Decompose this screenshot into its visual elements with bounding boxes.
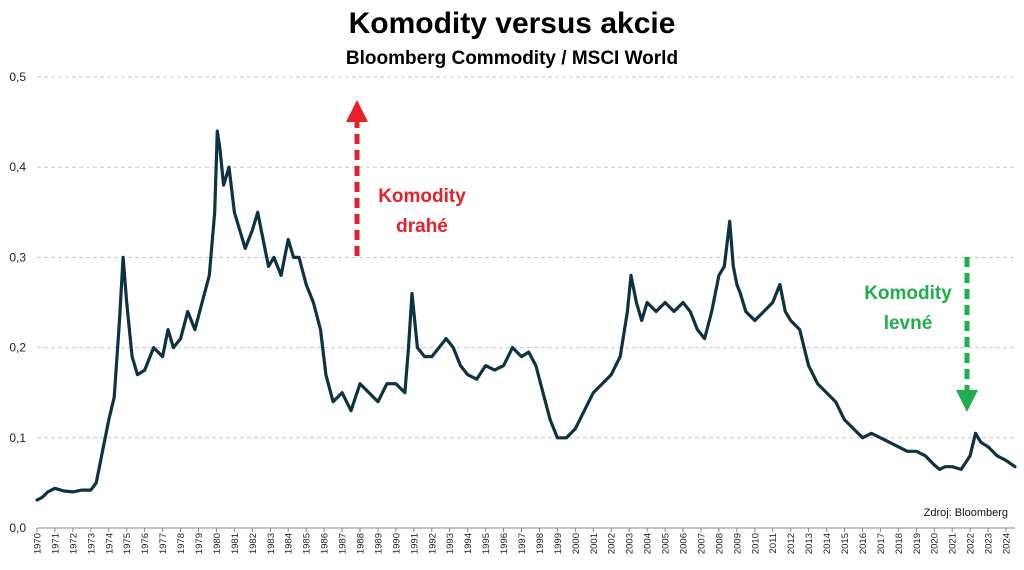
- x-tick-label: 1983: [266, 533, 277, 554]
- x-tick-label: 1994: [463, 533, 474, 554]
- x-tick-label: 1990: [391, 533, 402, 554]
- x-tick-label: 1977: [158, 533, 169, 554]
- x-tick-label: 2010: [750, 533, 761, 554]
- annotation-cheap-line2: levné: [884, 313, 933, 334]
- x-tick-label: 2011: [768, 533, 779, 553]
- x-tick-label: 1985: [302, 533, 313, 554]
- y-tick-label: 0,2: [9, 341, 26, 355]
- x-tick-label: 2015: [840, 533, 851, 554]
- x-tick-label: 2012: [786, 533, 797, 554]
- x-tick-label: 1981: [230, 533, 241, 554]
- x-tick-label: 2017: [876, 533, 887, 554]
- x-tick-label: 2014: [822, 533, 833, 554]
- x-tick-label: 1974: [104, 533, 115, 554]
- x-tick-label: 1999: [553, 533, 564, 554]
- y-tick-label: 0,0: [9, 521, 26, 535]
- x-tick-label: 2019: [912, 533, 923, 554]
- x-tick-label: 1979: [194, 533, 205, 554]
- x-tick-label: 1986: [320, 533, 331, 554]
- x-tick-label: 2003: [625, 533, 636, 554]
- x-tick-label: 2023: [984, 533, 995, 554]
- x-tick-label: 1970: [33, 533, 44, 554]
- annotation-expensive-line2: drahé: [396, 216, 448, 237]
- source-note: Zdroj: Bloomberg: [924, 507, 1008, 519]
- annotation-cheap-line1: Komodity: [864, 283, 952, 304]
- x-tick-label: 2022: [966, 533, 977, 554]
- x-tick-label: 1996: [499, 533, 510, 554]
- y-axis: 0,0 0,1 0,2 0,3 0,4 0,5: [9, 70, 26, 535]
- x-tick-label: 2018: [894, 533, 905, 554]
- x-tick-label: 1991: [409, 533, 420, 554]
- y-tick-label: 0,3: [9, 250, 26, 264]
- gridlines: [37, 76, 1015, 439]
- x-tick-label: 1997: [517, 533, 528, 554]
- x-tick-label: 1988: [356, 533, 367, 554]
- x-tick-label: 2005: [661, 533, 672, 554]
- x-tick-label: 2001: [589, 533, 600, 554]
- y-tick-label: 0,4: [9, 160, 26, 174]
- x-tick-label: 1992: [427, 533, 438, 554]
- x-tick-label: 2013: [804, 533, 815, 554]
- x-tick-label: 1971: [50, 533, 61, 554]
- x-tick-label: 2007: [696, 533, 707, 554]
- x-tick-label: 1984: [284, 533, 295, 554]
- x-tick-label: 1998: [535, 533, 546, 554]
- x-tick-label: 1976: [140, 533, 151, 554]
- chart-title: Komodity versus akcie: [349, 7, 676, 40]
- x-tick-label: 2000: [571, 533, 582, 554]
- x-tick-label: 2024: [1002, 533, 1013, 554]
- x-tick-label: 1973: [86, 533, 97, 554]
- x-tick-label: 1995: [481, 533, 492, 554]
- x-tick-label: 2004: [643, 533, 654, 554]
- x-tick-label: 1989: [373, 533, 384, 554]
- x-tick-label: 1993: [445, 533, 456, 554]
- x-tick-label: 1980: [212, 533, 223, 554]
- x-tick-label: 1982: [248, 533, 259, 554]
- chart-subtitle: Bloomberg Commodity / MSCI World: [346, 48, 678, 69]
- annotation-expensive-line1: Komodity: [378, 186, 466, 207]
- x-tick-label: 1987: [338, 533, 349, 554]
- x-tick-label: 2006: [679, 533, 690, 554]
- x-axis: 1970 1971 1972 1973 1974 1975 1976 1977 1978 1979…: [33, 527, 1015, 554]
- x-tick-label: 1972: [68, 533, 79, 554]
- x-tick-label: 2002: [607, 533, 618, 554]
- x-tick-label: 2009: [732, 533, 743, 554]
- x-tick-label: 1978: [176, 533, 187, 554]
- y-tick-label: 0,1: [9, 431, 26, 445]
- y-tick-label: 0,5: [9, 70, 26, 84]
- down-arrow-icon: [956, 390, 978, 412]
- x-tick-label: 2016: [858, 533, 869, 554]
- x-tick-label: 2008: [714, 533, 725, 554]
- x-tick-label: 2021: [948, 533, 959, 554]
- x-tick-label: 1975: [122, 533, 133, 554]
- x-tick-label: 2020: [930, 533, 941, 554]
- up-arrow-icon: [346, 100, 368, 122]
- series-line: [35, 129, 1017, 502]
- series-group: [35, 129, 1017, 502]
